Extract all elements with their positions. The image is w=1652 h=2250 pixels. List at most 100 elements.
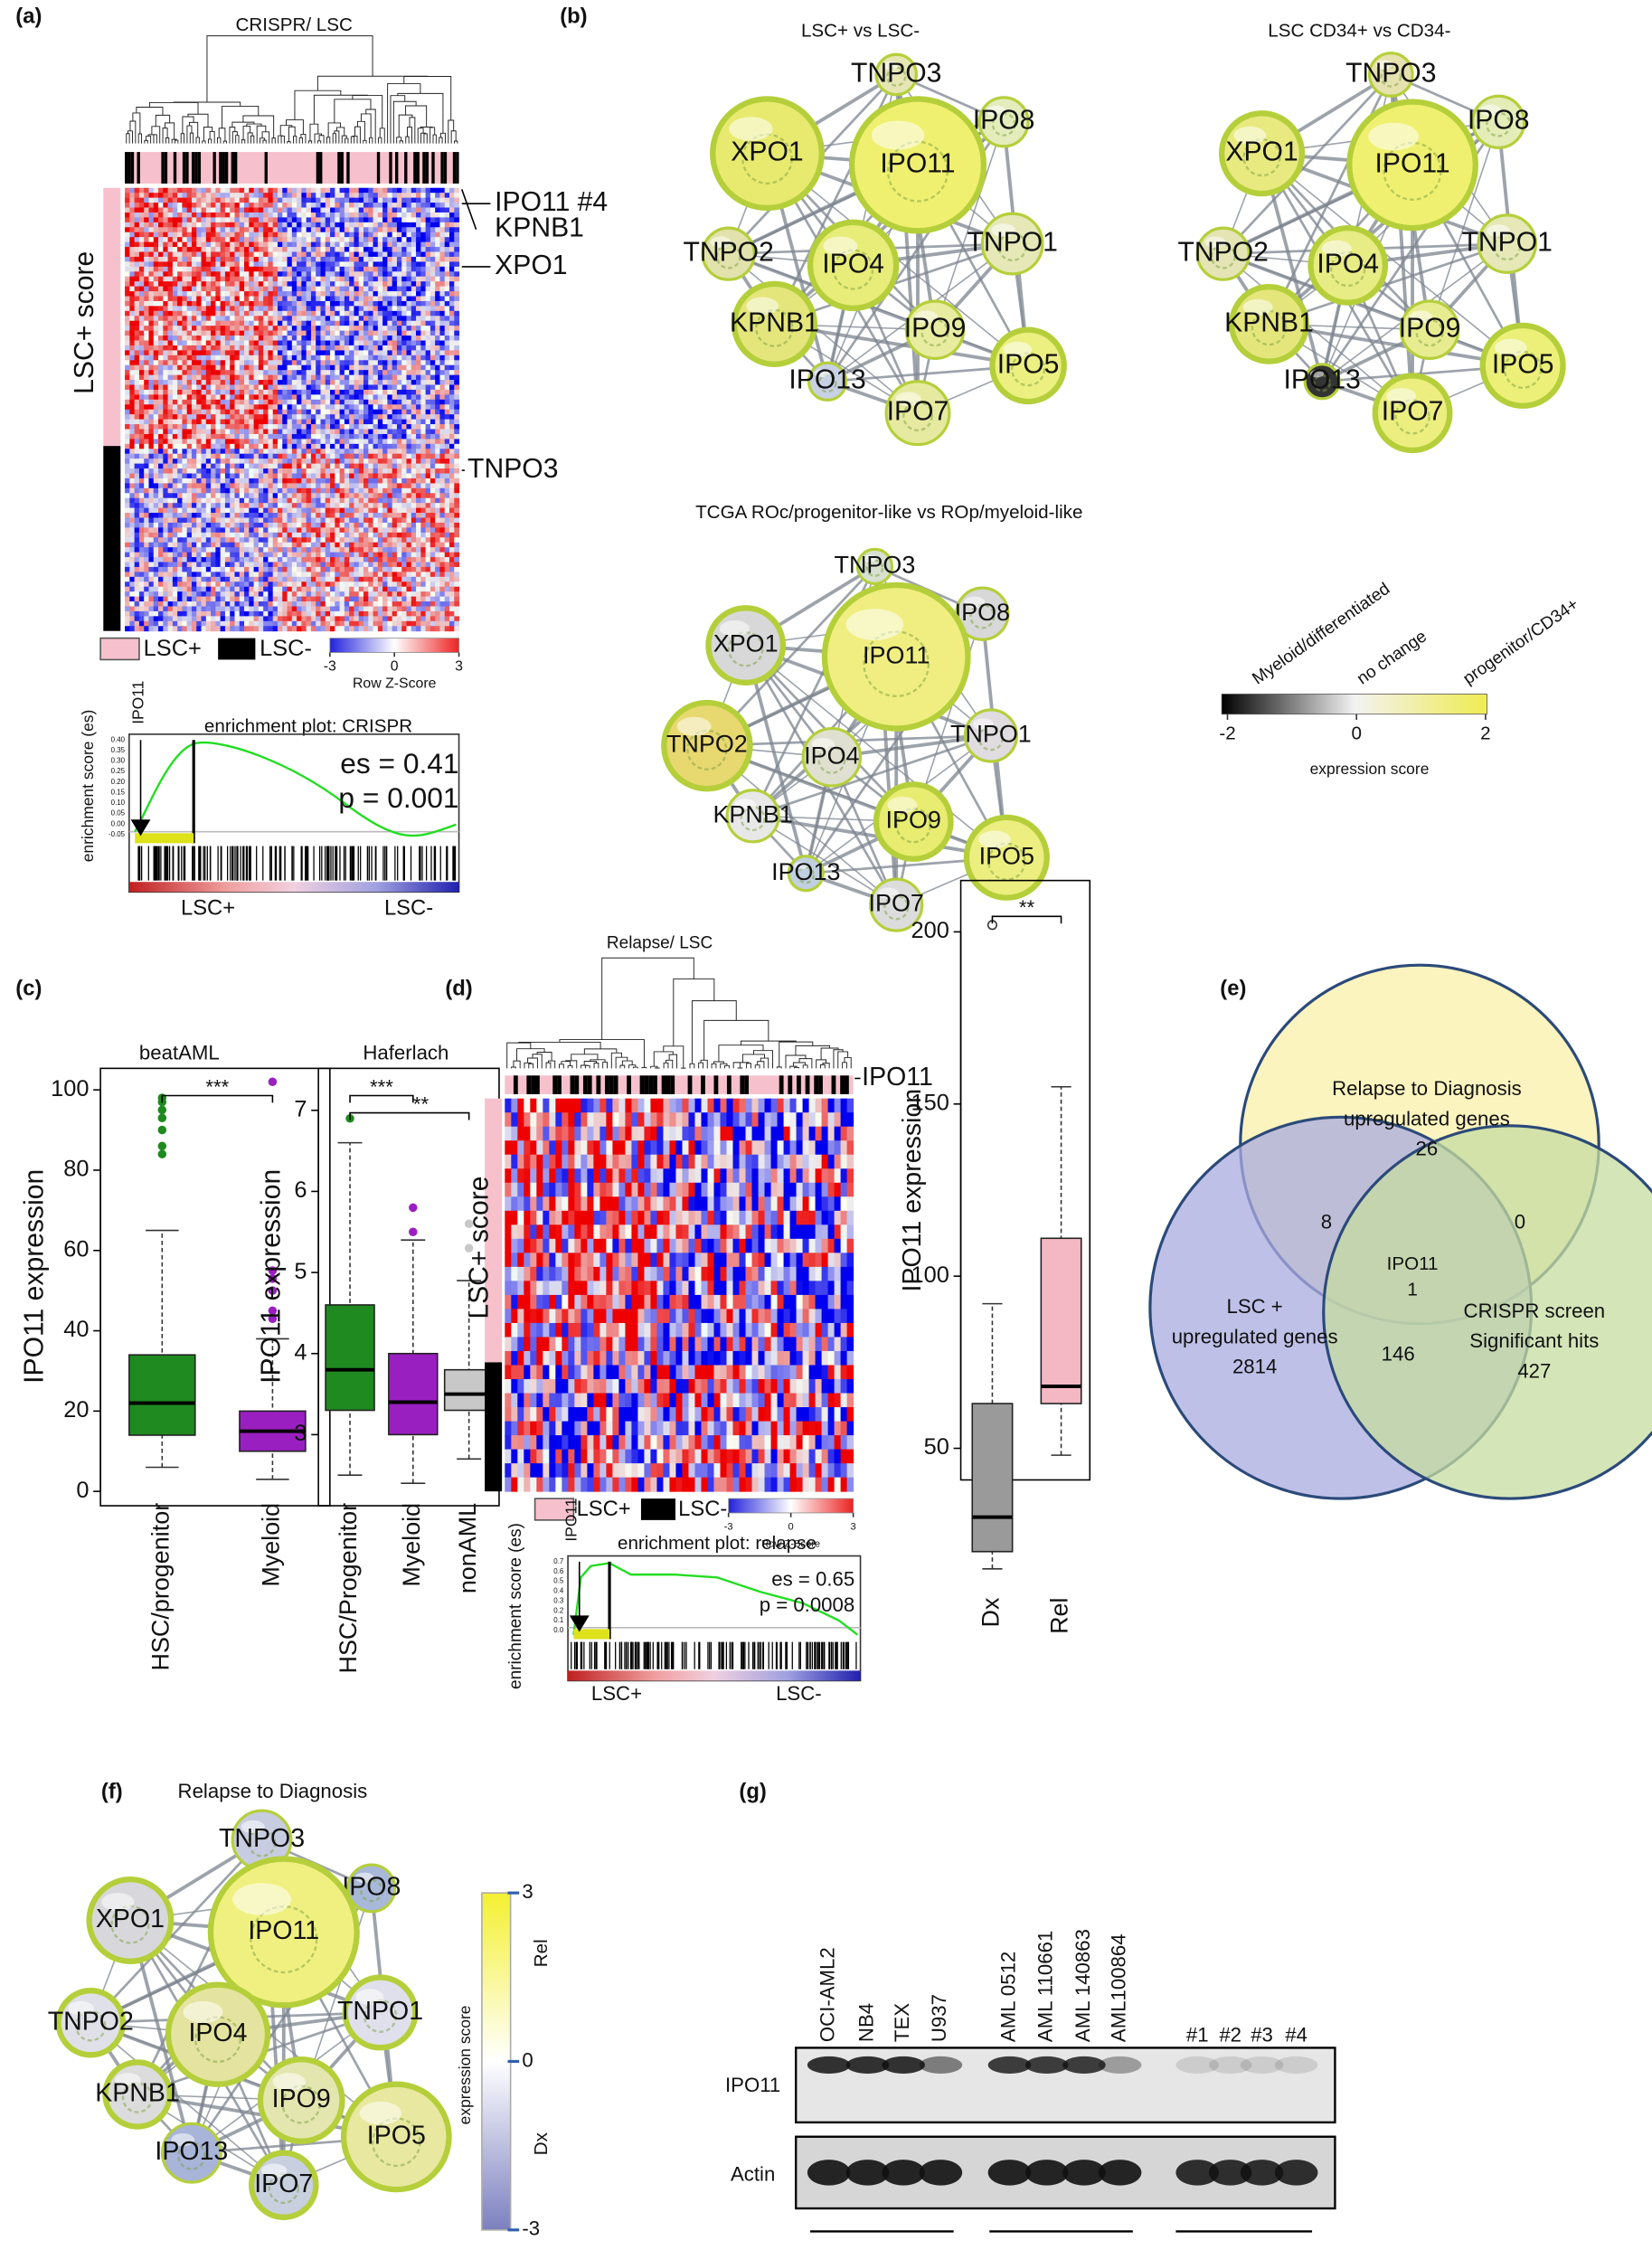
heatmap-cell [354,320,360,326]
heatmap-cell [182,487,188,494]
heatmap-cell [134,237,140,243]
heatmap-cell [339,316,345,322]
heatmap-cell [186,187,193,194]
heatmap-cell [401,256,407,262]
heatmap-cell [401,310,407,317]
heatmap-cell [416,360,421,366]
heatmap-cell [244,468,250,474]
heatmap-cell [382,522,388,528]
heatmap-cell [425,310,431,317]
heatmap-cell [177,232,183,238]
heatmap-cell [182,443,188,449]
heatmap-cell [306,203,312,208]
heatmap-cell [234,404,241,411]
heatmap-cell [392,468,398,474]
heatmap-cell [425,217,431,223]
heatmap-cell [196,449,203,455]
heatmap-cell [354,212,360,218]
heatmap-cell [354,276,360,282]
heatmap-cell [396,217,402,223]
heatmap-cell [411,203,417,208]
heatmap-cell [368,424,374,430]
heatmap-cell [439,497,446,504]
heatmap-cell [363,463,369,469]
heatmap-cell [406,424,412,430]
heatmap-cell [186,320,193,326]
heatmap-cell [249,399,255,405]
heatmap-cell [287,409,293,415]
heatmap-cell [297,503,302,509]
heatmap-cell [268,429,274,435]
heatmap-cell [138,414,145,421]
heatmap-cell [138,493,145,499]
heatmap-cell [249,217,255,223]
heatmap-cell [230,404,235,411]
heatmap-cell [144,384,149,391]
heatmap-cell [177,424,183,430]
heatmap-cell [167,532,174,538]
heatmap-cell [201,261,207,268]
heatmap-cell [224,503,231,509]
heatmap-cell [268,414,274,421]
heatmap-cell [201,473,207,479]
heatmap-cell [325,449,331,455]
heatmap-cell [287,449,293,455]
heatmap-cell [373,237,379,243]
heatmap-cell [253,266,260,272]
heatmap-cell [277,532,283,538]
heatmap-cell [454,207,460,213]
heatmap-cell [148,251,155,258]
heatmap-cell [420,350,427,356]
heatmap-cell [196,384,203,391]
heatmap-cell [310,453,316,459]
heatmap-cell [239,433,245,440]
heatmap-cell [177,453,183,459]
heatmap-cell [239,261,245,268]
heatmap-cell [411,232,417,238]
heatmap-cell [239,256,245,262]
heatmap-cell [186,217,193,223]
sample-tick [212,152,216,184]
heatmap-cell [339,424,345,430]
heatmap-cell [258,409,264,415]
heatmap-cell [196,380,203,385]
heatmap-cell [182,532,188,538]
heatmap-cell [339,459,345,465]
heatmap-cell [454,439,460,445]
heatmap-cell [339,276,345,282]
heatmap-cell [301,527,307,534]
heatmap-cell [186,326,193,332]
heatmap-cell [448,271,455,278]
heatmap-cell [301,370,307,376]
heatmap-cell [234,232,241,238]
heatmap-cell [234,389,241,395]
heatmap-cell [316,271,321,278]
heatmap-cell [153,493,159,499]
heatmap-cell [325,433,331,440]
heatmap-cell [344,414,350,421]
heatmap-cell [282,532,288,538]
heatmap-cell [172,517,178,524]
heatmap-cell [244,355,250,361]
heatmap-cell [448,433,455,440]
heatmap-cell [138,429,145,435]
heatmap-cell [182,360,188,366]
heatmap-cell [158,389,164,395]
heatmap-cell [392,493,398,499]
heatmap-cell [268,394,274,401]
heatmap-cell [249,360,255,366]
heatmap-cell [354,468,360,474]
heatmap-cell [282,345,288,351]
heatmap-cell [325,217,331,223]
heatmap-cell [301,473,307,479]
heatmap-cell [406,473,412,479]
heatmap-cell [430,276,436,282]
heatmap-cell [249,483,255,489]
heatmap-cell [125,404,130,411]
heatmap-cell [158,300,164,307]
heatmap-cell [316,414,321,421]
heatmap-cell [268,207,274,213]
heatmap-cell [411,241,417,248]
heatmap-cell [291,449,297,455]
heatmap-cell [172,503,178,509]
